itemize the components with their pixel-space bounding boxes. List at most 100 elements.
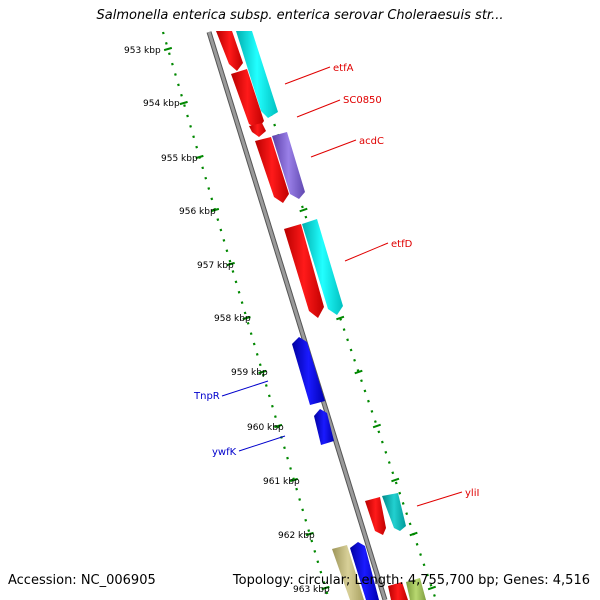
scale-tick (370, 410, 374, 413)
scale-label: 963 kbp (293, 585, 330, 595)
genome-summary-text: Topology: circular; Length: 4,755,700 bp… (232, 573, 590, 588)
scale-tick (249, 332, 253, 336)
scale-label: 953 kbp (124, 46, 161, 56)
scale-tick (273, 123, 277, 127)
gene-feature[interactable] (332, 545, 364, 600)
scale-tick (222, 239, 226, 242)
scale-major-tick (179, 100, 188, 106)
scale-tick (307, 529, 311, 533)
scale-tick (219, 228, 223, 232)
gene-feature[interactable] (284, 224, 324, 318)
scale-tick (353, 358, 356, 362)
scale-tick (237, 290, 241, 294)
scale-tick (295, 487, 298, 491)
scale-tick (384, 450, 388, 454)
scale-major-tick (274, 423, 283, 429)
gene-label-TnpR[interactable]: TnpR (193, 391, 220, 402)
scale-tick (252, 342, 256, 346)
scale-tick (363, 389, 367, 393)
scale-tick (171, 62, 174, 66)
scale-tick (346, 338, 349, 342)
scale-tick (228, 259, 232, 263)
gene-feature[interactable] (236, 31, 278, 118)
gene-label-ywfK[interactable]: ywfK (212, 447, 237, 458)
scale-tick (216, 218, 220, 222)
scale-major-tick (210, 207, 220, 213)
scale-tick (398, 491, 402, 495)
gene-feature[interactable] (350, 542, 379, 600)
gene-feature[interactable] (388, 582, 408, 600)
scale-tick (168, 52, 171, 56)
scale-label: 955 kbp (161, 154, 198, 164)
gene-feature[interactable] (314, 409, 334, 445)
scale-label: 962 kbp (278, 531, 315, 541)
scale-tick (429, 583, 433, 587)
scale-label: 956 kbp (179, 207, 216, 217)
scale-major-tick (163, 46, 173, 52)
scale-tick (264, 384, 268, 387)
scale-tick (304, 518, 308, 522)
scale-tick (373, 420, 377, 424)
scale-tick (192, 135, 195, 139)
scale-major-tick (289, 477, 299, 483)
gene-feature[interactable] (302, 219, 343, 315)
gene-label-SC0850[interactable]: SC0850 (343, 95, 382, 106)
scale-tick (274, 415, 277, 418)
gene-feature[interactable] (272, 132, 305, 199)
scale-tick (207, 187, 211, 190)
scale-tick (380, 440, 384, 444)
scale-tick (225, 249, 229, 253)
scale-tick (234, 280, 238, 284)
scale-tick (261, 373, 265, 377)
scale-tick (433, 594, 436, 597)
scale-label: 954 kbp (143, 99, 180, 109)
scale-label: 959 kbp (231, 368, 268, 378)
gene-feature[interactable] (292, 337, 325, 405)
scale-tick (342, 328, 346, 331)
gene-label-etfA[interactable]: etfA (333, 63, 354, 74)
scale-tick (405, 512, 409, 516)
gene-label-yliI[interactable]: yliI (465, 488, 479, 499)
scale-major-tick (321, 585, 330, 591)
backbone (207, 31, 387, 600)
scale-tick (161, 31, 165, 35)
gene-label-acdC[interactable]: acdC (359, 136, 384, 147)
scale-tick (183, 104, 186, 107)
gene-feature[interactable] (255, 137, 289, 203)
scale-major-tick (354, 369, 363, 375)
gene-feature[interactable] (249, 123, 266, 137)
scale-major-tick (372, 423, 381, 429)
scale-major-tick (226, 261, 235, 267)
scale-tick (408, 522, 412, 526)
gene-label-etfD[interactable]: etfD (391, 239, 413, 250)
gene-feature[interactable] (365, 497, 386, 535)
scale-tick (195, 145, 198, 149)
scale-tick (387, 461, 391, 464)
scale-tick (377, 430, 381, 434)
scale-tick (322, 581, 326, 584)
scale-tick (401, 502, 405, 505)
scale-tick (210, 197, 214, 201)
scale-label: 958 kbp (214, 314, 251, 324)
scale-tick (289, 467, 292, 470)
scale-major-tick (336, 315, 345, 321)
feature-layer (216, 31, 426, 600)
scale-tick (310, 539, 314, 543)
scale-tick (231, 270, 235, 273)
scale-tick (298, 498, 302, 501)
scale-tick (367, 399, 370, 403)
gene-feature[interactable] (231, 69, 264, 129)
gene-label-lines (221, 66, 463, 507)
gene-feature[interactable] (216, 31, 243, 71)
gene-feature[interactable] (382, 493, 406, 531)
scale-tick (319, 570, 323, 574)
gene-feature[interactable] (406, 578, 426, 600)
gene-labels: etfA SC0850 acdC etfD TnpR ywfK yliI (193, 63, 479, 499)
scale-tick (286, 456, 289, 460)
map-title: Salmonella enterica subsp. enterica sero… (96, 8, 504, 23)
scale-tick (360, 379, 363, 383)
scale-tick (349, 348, 353, 352)
scale-tick (258, 363, 262, 367)
scale-major-tick (258, 369, 267, 375)
